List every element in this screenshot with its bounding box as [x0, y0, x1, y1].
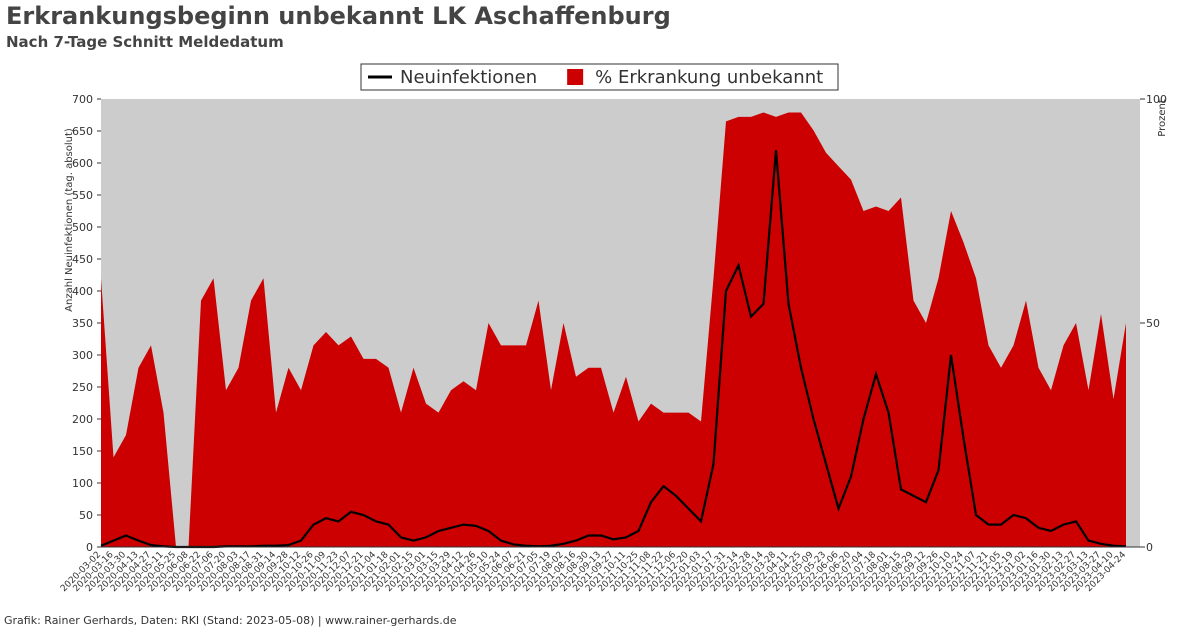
chart-subtitle: Nach 7-Tage Schnitt Meldedatum: [6, 33, 284, 51]
y-tick-label: 250: [72, 381, 93, 394]
y-tick-label: 650: [72, 125, 93, 138]
legend-label: % Erkrankung unbekannt: [595, 67, 823, 88]
legend-swatch: [567, 69, 584, 85]
y-tick-label: 350: [72, 317, 93, 330]
y2-tick-label: 100: [1146, 93, 1167, 106]
y-tick-label: 550: [72, 189, 93, 202]
y-tick-label: 400: [72, 285, 93, 298]
line: [100, 150, 1127, 549]
y2-tick-label: 0: [1146, 541, 1153, 554]
legend-box: [360, 63, 839, 91]
y-tick-label: 600: [72, 157, 93, 170]
y-tick-label: 50: [79, 509, 93, 522]
y-tick-label: 450: [72, 253, 93, 266]
y-tick-label: 150: [72, 445, 93, 458]
y-axis-label: Anzahl Neuinfektionen (tag. absolut): [64, 128, 75, 312]
y-tick-label: 500: [72, 221, 93, 234]
footer: Grafik: Rainer Gerhards, Daten: RKI (Sta…: [4, 614, 457, 627]
legend: Neuinfektionen % Erkrankung unbekannt: [360, 63, 839, 91]
y-tick-label: 0: [86, 541, 93, 554]
y-tick-label: 100: [72, 477, 93, 490]
y2-axis-label: Prozent: [1157, 99, 1168, 137]
y-tick-label: 200: [72, 413, 93, 426]
y-tick-label: 300: [72, 349, 93, 362]
legend-label: Neuinfektionen: [400, 67, 537, 88]
chart-title: Erkrankungsbeginn unbekannt LK Aschaffen…: [6, 2, 671, 30]
y-tick-label: 700: [72, 93, 93, 106]
y2-tick-label: 50: [1146, 317, 1160, 330]
area: [101, 112, 1126, 547]
